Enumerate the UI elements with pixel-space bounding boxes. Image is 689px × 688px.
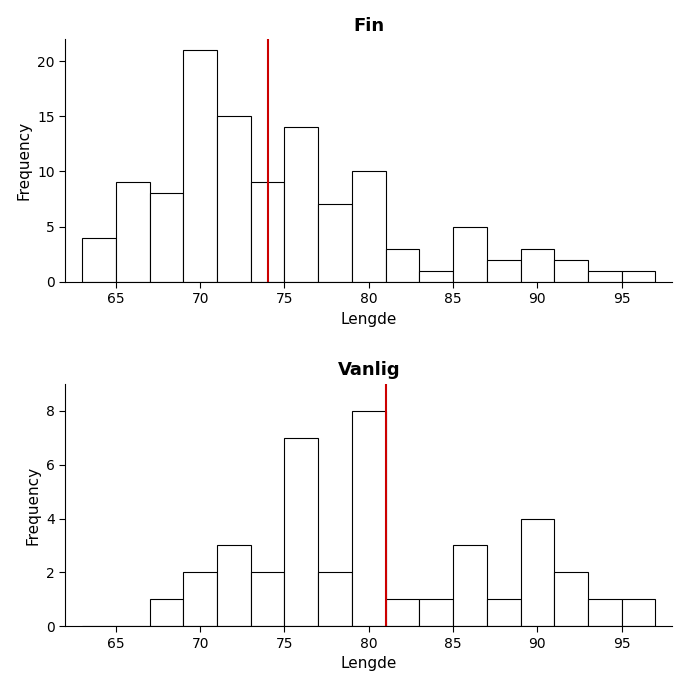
Bar bbox=[183, 50, 217, 281]
Y-axis label: Frequency: Frequency bbox=[17, 121, 32, 200]
Bar bbox=[588, 599, 621, 626]
Bar bbox=[420, 270, 453, 281]
Bar bbox=[318, 204, 352, 281]
Bar bbox=[251, 182, 285, 281]
Title: Vanlig: Vanlig bbox=[338, 361, 400, 379]
Bar bbox=[116, 182, 150, 281]
Bar bbox=[285, 438, 318, 626]
Title: Fin: Fin bbox=[353, 17, 384, 34]
Bar bbox=[621, 270, 655, 281]
Bar bbox=[554, 572, 588, 626]
Bar bbox=[453, 226, 487, 281]
Bar bbox=[352, 411, 386, 626]
Bar bbox=[386, 599, 420, 626]
Bar bbox=[318, 572, 352, 626]
X-axis label: Lengde: Lengde bbox=[340, 312, 397, 327]
Bar bbox=[217, 116, 251, 281]
Bar bbox=[521, 519, 554, 626]
Y-axis label: Frequency: Frequency bbox=[25, 466, 41, 545]
Bar bbox=[150, 193, 183, 281]
Bar bbox=[487, 259, 521, 281]
Bar bbox=[521, 248, 554, 281]
Bar bbox=[453, 546, 487, 626]
Bar bbox=[217, 546, 251, 626]
Bar bbox=[386, 248, 420, 281]
X-axis label: Lengde: Lengde bbox=[340, 656, 397, 671]
Bar bbox=[183, 572, 217, 626]
Bar bbox=[487, 599, 521, 626]
Bar bbox=[285, 127, 318, 281]
Bar bbox=[82, 237, 116, 281]
Bar bbox=[352, 171, 386, 281]
Bar bbox=[420, 599, 453, 626]
Bar bbox=[251, 572, 285, 626]
Bar bbox=[150, 599, 183, 626]
Bar bbox=[621, 599, 655, 626]
Bar bbox=[554, 259, 588, 281]
Bar bbox=[588, 270, 621, 281]
